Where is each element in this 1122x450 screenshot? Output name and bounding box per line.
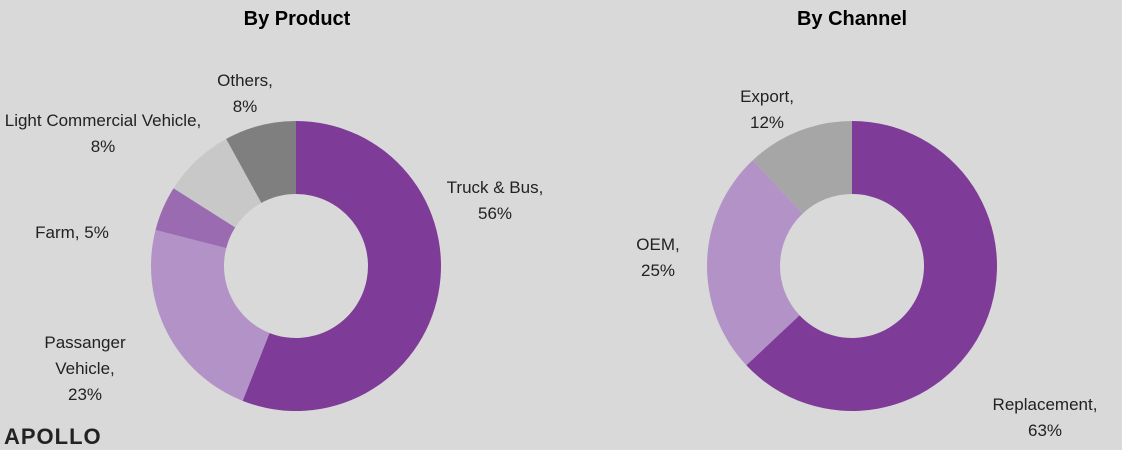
value-label: 23% bbox=[67, 385, 103, 404]
value-label: 8% bbox=[90, 137, 116, 156]
donut-slice bbox=[226, 121, 296, 203]
category-label: Farm, bbox=[35, 223, 80, 242]
category-label: Light Commercial Vehicle, bbox=[4, 111, 202, 130]
data-label: Export, 12% bbox=[722, 84, 812, 136]
category-label: Truck & Bus, bbox=[446, 178, 544, 197]
value-label: 63% bbox=[1027, 421, 1063, 440]
donut-slice bbox=[155, 188, 236, 249]
data-label: Others, 8% bbox=[200, 68, 290, 120]
donut-slice bbox=[242, 121, 441, 411]
category-label: Others, bbox=[217, 71, 273, 90]
data-label: Truck & Bus, 56% bbox=[430, 175, 560, 227]
value-label: 56% bbox=[477, 204, 513, 223]
category-label: Passanger Vehicle, bbox=[44, 333, 126, 378]
category-label: OEM, bbox=[636, 235, 680, 254]
value-label: 12% bbox=[749, 113, 785, 132]
logo: APOLLO bbox=[4, 424, 102, 449]
chart-title: By Product bbox=[243, 8, 351, 30]
data-label: Light Commercial Vehicle, 8% bbox=[3, 108, 203, 160]
category-label: Replacement, bbox=[992, 395, 1098, 414]
data-label: OEM, 25% bbox=[618, 232, 698, 284]
data-label: Farm, 5% bbox=[12, 220, 132, 246]
donut-slice bbox=[752, 121, 852, 214]
donut-slice bbox=[173, 138, 262, 228]
donut-slice bbox=[150, 229, 270, 401]
value-label: 25% bbox=[640, 261, 676, 280]
value-label: 5% bbox=[84, 223, 109, 242]
chart-title: By Channel bbox=[796, 8, 908, 30]
donut-slice bbox=[746, 121, 997, 411]
data-label: Replacement, 63% bbox=[970, 392, 1120, 444]
category-label: Export, bbox=[740, 87, 794, 106]
value-label: 8% bbox=[232, 97, 258, 116]
data-label: Passanger Vehicle, 23% bbox=[20, 330, 150, 408]
donut-slice bbox=[707, 160, 803, 366]
